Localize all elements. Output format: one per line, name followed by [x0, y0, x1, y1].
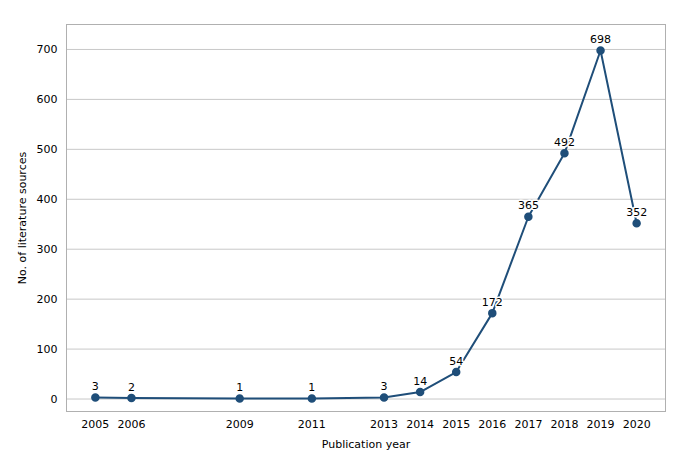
svg-text:2011: 2011 [298, 418, 326, 431]
svg-text:400: 400 [37, 193, 58, 206]
svg-text:2006: 2006 [117, 418, 145, 431]
svg-text:200: 200 [37, 293, 58, 306]
svg-text:698: 698 [590, 33, 611, 46]
svg-text:2018: 2018 [550, 418, 578, 431]
svg-text:54: 54 [449, 355, 463, 368]
svg-text:172: 172 [482, 296, 503, 309]
svg-text:2016: 2016 [478, 418, 506, 431]
svg-text:500: 500 [37, 143, 58, 156]
svg-text:3: 3 [381, 380, 388, 393]
svg-text:352: 352 [626, 206, 647, 219]
svg-text:3: 3 [92, 380, 99, 393]
svg-text:300: 300 [37, 243, 58, 256]
svg-text:14: 14 [413, 375, 427, 388]
svg-text:2014: 2014 [406, 418, 434, 431]
svg-text:1: 1 [308, 381, 315, 394]
svg-text:100: 100 [37, 343, 58, 356]
svg-text:2013: 2013 [370, 418, 398, 431]
svg-text:0: 0 [51, 393, 58, 406]
svg-text:2019: 2019 [587, 418, 615, 431]
svg-text:2005: 2005 [81, 418, 109, 431]
svg-text:600: 600 [37, 93, 58, 106]
svg-text:2017: 2017 [514, 418, 542, 431]
svg-text:2015: 2015 [442, 418, 470, 431]
svg-text:Publication year: Publication year [322, 438, 411, 451]
svg-text:2009: 2009 [226, 418, 254, 431]
svg-text:1: 1 [236, 381, 243, 394]
svg-text:No. of literature sources: No. of literature sources [16, 152, 29, 285]
svg-text:2020: 2020 [623, 418, 651, 431]
svg-text:492: 492 [554, 136, 575, 149]
svg-text:365: 365 [518, 199, 539, 212]
svg-text:700: 700 [37, 43, 58, 56]
svg-text:2: 2 [128, 381, 135, 394]
